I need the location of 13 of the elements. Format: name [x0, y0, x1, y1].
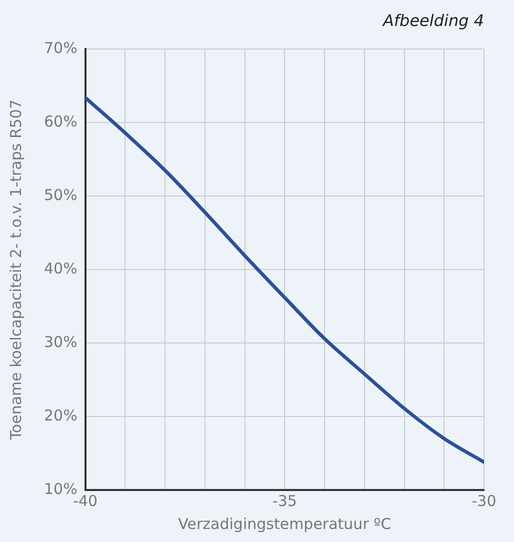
line-series: [85, 96, 484, 464]
y-tick-label: 60%: [44, 112, 78, 131]
y-tick-label: 10%: [44, 480, 78, 498]
y-tick-label: 50%: [44, 186, 78, 204]
x-tick-label: -30: [472, 492, 496, 510]
chart-title: Afbeelding 4: [382, 10, 484, 30]
y-tick-label: 20%: [44, 406, 78, 424]
y-tick-label: 30%: [44, 332, 78, 351]
y-tick-label: 70%: [44, 39, 78, 58]
x-axis-title: Verzadigingstemperatuur ºC: [178, 514, 392, 533]
y-axis-title: Toename koelcapaciteit 2- t.o.v. 1-traps R507: [6, 100, 25, 441]
y-tick-label: 40%: [44, 259, 78, 278]
x-tick-label: -35: [272, 492, 297, 510]
